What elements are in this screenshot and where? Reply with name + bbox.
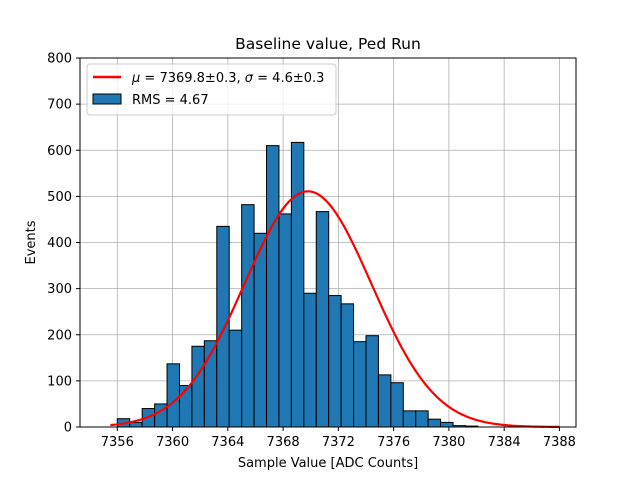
y-tick-label: 800 (47, 52, 72, 67)
y-tick-label: 500 (47, 190, 72, 205)
y-tick-label: 400 (47, 236, 72, 251)
y-tick-label: 100 (47, 374, 72, 389)
histogram-bar (191, 345, 205, 428)
y-tick-label: 0 (64, 421, 72, 436)
legend-box (86, 63, 337, 116)
x-tick-label: 7380 (432, 435, 465, 450)
histogram-bar (266, 145, 280, 428)
histogram-bar (241, 204, 255, 428)
histogram-bar (315, 211, 330, 428)
y-axis-label: Events (24, 220, 39, 264)
x-tick-label: 7388 (543, 435, 576, 450)
x-tick-label: 7360 (156, 435, 189, 450)
x-tick-label: 7368 (267, 435, 300, 450)
histogram-bar (365, 335, 379, 428)
histogram-bar (440, 421, 454, 428)
histogram-bar (427, 418, 442, 428)
x-tick-label: 7356 (101, 435, 134, 450)
x-tick-label: 7372 (322, 435, 355, 450)
x-tick-label: 7364 (211, 435, 244, 450)
y-tick-label: 300 (47, 282, 72, 297)
chart-title: Baseline value, Ped Run (235, 35, 421, 53)
histogram-bar (166, 363, 180, 428)
histogram-bar (340, 303, 355, 428)
histogram-bar (415, 410, 429, 428)
histogram-bar (390, 382, 404, 428)
legend-fit-label: μ = 7369.8±0.3, σ = 4.6±0.3 (131, 71, 324, 86)
y-axis-ticks: 0 100 200 300 400 500 600 700 800 (47, 52, 80, 436)
fit-curve (110, 190, 560, 429)
histogram-bar (377, 374, 392, 428)
legend-hist-label: RMS = 4.67 (132, 93, 209, 108)
histogram-bar (328, 295, 342, 428)
legend-hist-swatch (92, 93, 122, 105)
histogram-bar (303, 292, 317, 428)
y-tick-label: 700 (47, 98, 72, 113)
histogram-bar (353, 341, 367, 428)
histogram-bar (216, 225, 230, 428)
x-axis-label: Sample Value [ADC Counts] (238, 456, 418, 471)
histogram-bar (402, 410, 417, 428)
histogram-bar (253, 232, 268, 428)
y-tick-label: 600 (47, 144, 72, 159)
legend[interactable]: μ = 7369.8±0.3, σ = 4.6±0.3 RMS = 4.67 (86, 63, 337, 116)
fit-curve-group (110, 190, 560, 429)
histogram-bar (178, 384, 193, 428)
y-tick-label: 200 (47, 328, 72, 343)
histogram-bar (278, 213, 292, 428)
x-tick-label: 7384 (488, 435, 521, 450)
x-tick-label: 7376 (377, 435, 410, 450)
histogram-bar (290, 141, 305, 428)
histogram-bar (228, 329, 243, 428)
x-axis-ticks: 7356 7360 7364 7368 7372 7376 7380 7384 7388 (101, 427, 576, 450)
